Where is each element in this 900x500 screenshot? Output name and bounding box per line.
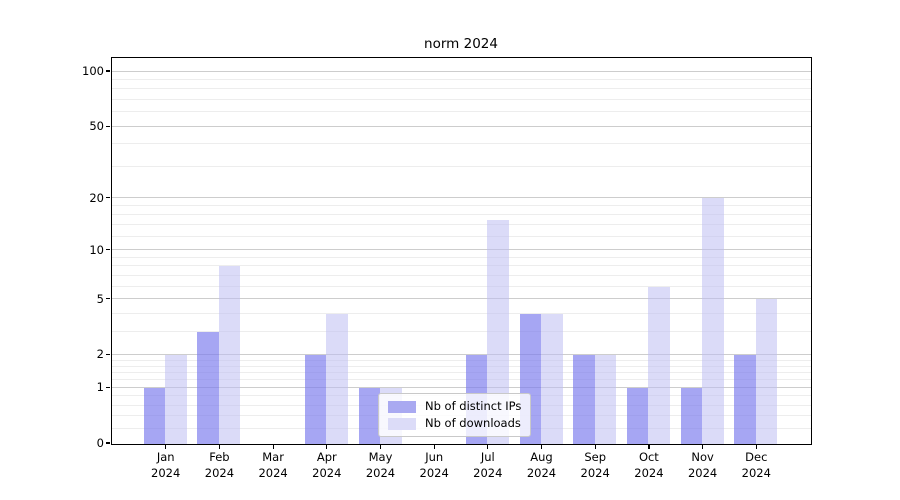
y-tick-label-5: 5 xyxy=(96,291,104,306)
x-tick-label-jan: Jan 2024 xyxy=(151,450,181,480)
gridline-minor-90 xyxy=(111,78,811,80)
x-tick-may xyxy=(379,444,382,449)
x-tick-jun xyxy=(433,444,435,449)
x-tick-feb xyxy=(218,444,221,449)
gridline-major-5 xyxy=(111,298,811,300)
y-tick-5 xyxy=(105,298,110,300)
chart-title: norm 2024 xyxy=(424,36,498,52)
distinct-ips-bar-dec xyxy=(734,354,756,444)
y-tick-50 xyxy=(105,125,110,127)
gridline-minor-80 xyxy=(111,88,811,90)
x-tick-label-mar: Mar 2024 xyxy=(258,450,288,480)
gridline-major-100 xyxy=(111,70,811,72)
x-tick-label-aug: Aug 2024 xyxy=(526,450,557,480)
x-tick-oct xyxy=(648,444,650,449)
x-tick-dec xyxy=(755,444,757,449)
downloads-bar-dec xyxy=(755,299,778,444)
x-tick-label-apr: Apr 2024 xyxy=(312,450,342,480)
legend-label-distinct-ips: Nb of distinct IPs xyxy=(425,399,522,413)
x-tick-nov xyxy=(702,444,704,449)
distinct-ips-bar-sep xyxy=(573,354,595,444)
gridline-major-50 xyxy=(111,125,811,127)
legend-swatch-downloads xyxy=(388,417,416,430)
gridline-minor-1_4 xyxy=(111,371,811,373)
downloads-bar-oct xyxy=(648,286,670,444)
gridline-major-20 xyxy=(111,197,811,199)
distinct-ips-bar-may xyxy=(358,387,380,444)
downloads-bar-jan xyxy=(165,354,187,444)
downloads-bar-apr xyxy=(326,313,348,444)
gridline-minor-30 xyxy=(111,165,811,167)
x-tick-apr xyxy=(326,444,328,449)
x-tick-aug xyxy=(540,444,543,449)
downloads-bar-sep xyxy=(594,354,617,444)
gridline-minor-4 xyxy=(111,312,811,314)
x-tick-label-feb: Feb 2024 xyxy=(204,450,235,480)
x-tick-mar xyxy=(272,444,274,449)
x-tick-label-sep: Sep 2024 xyxy=(580,450,610,480)
legend-item-downloads: Nb of downloads xyxy=(388,417,521,430)
y-tick-label-1: 1 xyxy=(96,380,104,395)
gridline-minor-6 xyxy=(111,285,811,287)
legend-item-distinct-ips: Nb of distinct IPs xyxy=(388,400,521,413)
gridline-minor-18 xyxy=(111,205,811,207)
distinct-ips-bar-nov xyxy=(680,387,703,444)
x-tick-sep xyxy=(594,444,596,449)
y-tick-0 xyxy=(105,442,110,444)
gridline-minor-70 xyxy=(111,98,811,100)
distinct-ips-bar-jan xyxy=(143,387,166,444)
y-tick-label-100: 100 xyxy=(82,64,104,78)
gridline-minor-14 xyxy=(111,224,811,226)
downloads-bar-jul xyxy=(487,220,509,444)
gridline-minor-3 xyxy=(111,330,811,332)
distinct-ips-bar-apr xyxy=(304,354,327,444)
y-tick-10 xyxy=(105,249,110,251)
plot-area xyxy=(110,56,812,445)
y-tick-label-0: 0 xyxy=(96,436,104,450)
gridline-minor-60 xyxy=(111,111,811,113)
gridline-minor-40 xyxy=(111,143,811,145)
gridline-minor-1_2 xyxy=(111,378,811,380)
legend-label-downloads: Nb of downloads xyxy=(425,416,521,430)
gridline-minor-8 xyxy=(111,265,811,267)
y-tick-label-2: 2 xyxy=(96,347,104,362)
gridline-major-10 xyxy=(111,249,811,251)
x-tick-label-oct: Oct 2024 xyxy=(634,450,664,480)
y-tick-2 xyxy=(105,353,110,356)
x-tick-label-jul: Jul 2024 xyxy=(473,450,503,480)
x-tick-label-jun: Jun 2024 xyxy=(419,450,449,480)
gridline-minor-12 xyxy=(111,235,811,237)
downloads-bar-nov xyxy=(702,198,724,444)
gridline-minor-16 xyxy=(111,214,811,216)
x-tick-jul xyxy=(487,444,489,449)
y-tick-label-20: 20 xyxy=(89,190,104,205)
y-tick-label-10: 10 xyxy=(89,242,104,257)
downloads-bar-feb xyxy=(218,266,241,444)
distinct-ips-bar-feb xyxy=(197,331,219,444)
gridline-minor-1_6 xyxy=(111,365,811,367)
y-tick-100 xyxy=(105,70,110,72)
gridline-minor-9 xyxy=(111,256,811,258)
legend-swatch-distinct-ips xyxy=(388,400,416,413)
x-tick-label-may: May 2024 xyxy=(365,450,396,480)
y-tick-1 xyxy=(105,386,110,388)
legend: Nb of distinct IPs Nb of downloads xyxy=(378,393,532,437)
gridline-minor-7 xyxy=(111,274,811,276)
y-tick-20 xyxy=(105,197,110,199)
gridline-minor-1_8 xyxy=(111,359,811,361)
gridline-major-2 xyxy=(111,353,811,355)
y-tick-label-50: 50 xyxy=(89,119,104,134)
distinct-ips-bar-oct xyxy=(626,387,649,444)
gridline-major-1 xyxy=(111,386,811,388)
x-tick-label-nov: Nov 2024 xyxy=(687,450,718,480)
x-tick-label-dec: Dec 2024 xyxy=(741,450,771,480)
x-tick-jan xyxy=(165,444,167,449)
downloads-bar-aug xyxy=(541,313,563,444)
